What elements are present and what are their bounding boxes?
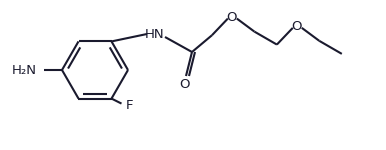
Text: F: F — [126, 99, 133, 112]
Text: O: O — [180, 78, 190, 92]
Text: O: O — [291, 20, 302, 33]
Text: H₂N: H₂N — [12, 63, 37, 76]
Text: HN: HN — [145, 28, 165, 42]
Text: O: O — [227, 11, 237, 24]
